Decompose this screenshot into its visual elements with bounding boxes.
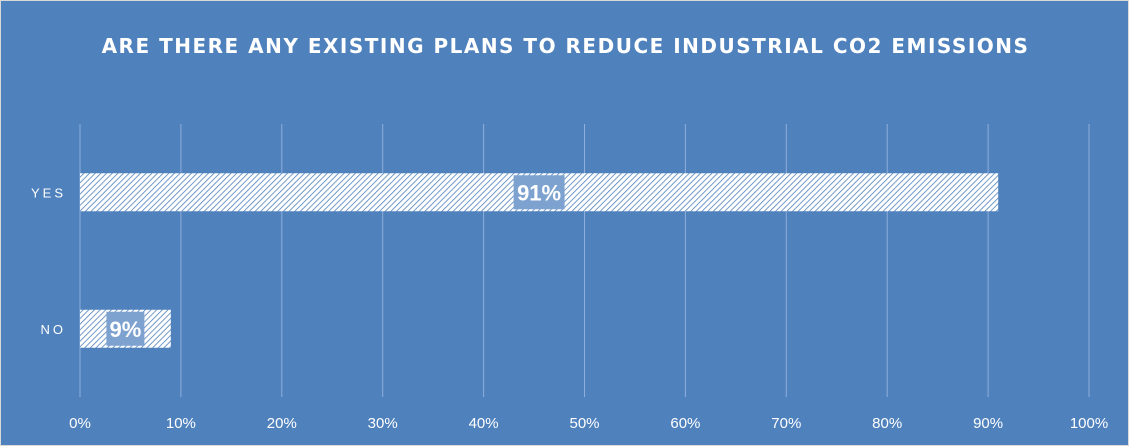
x-tick-label: 60%	[670, 415, 700, 432]
x-tick-label: 0%	[69, 415, 91, 432]
x-tick-label: 20%	[267, 415, 297, 432]
x-tick-label: 40%	[469, 415, 499, 432]
x-tick-label: 90%	[973, 415, 1003, 432]
data-label: 9%	[110, 317, 142, 342]
data-label-background	[513, 175, 565, 210]
y-category-label: NO	[41, 322, 67, 337]
x-tick-label: 10%	[166, 415, 196, 432]
data-label: 91%	[517, 180, 561, 205]
x-tick-label: 80%	[872, 415, 902, 432]
data-label-background	[106, 311, 145, 346]
x-tick-label: 50%	[569, 415, 599, 432]
x-tick-label: 100%	[1070, 415, 1108, 432]
x-tick-label: 30%	[368, 415, 398, 432]
chart-title: ARE THERE ANY EXISTING PLANS TO REDUCE I…	[101, 34, 1030, 58]
y-category-label: YES	[31, 185, 66, 200]
x-tick-label: 70%	[771, 415, 801, 432]
